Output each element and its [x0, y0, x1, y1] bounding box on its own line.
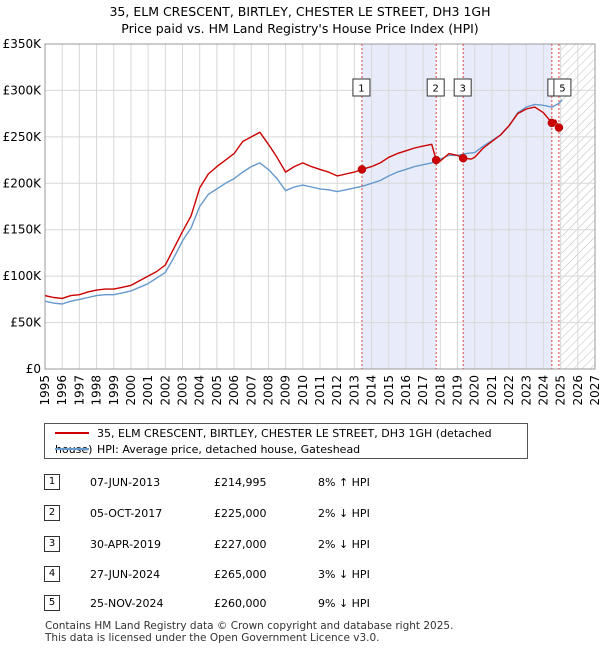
sale-point [547, 118, 557, 128]
x-tick-label: 2011 [313, 375, 327, 406]
x-tick-label: 1999 [107, 375, 121, 406]
x-tick-label: 2017 [416, 375, 430, 406]
footer-line-1: Contains HM Land Registry data © Crown c… [45, 620, 454, 632]
x-tick-label: 1995 [38, 375, 52, 406]
sale-price: £214,995 [214, 476, 267, 489]
y-tick-label: £250K [3, 130, 43, 144]
x-tick-label: 2024 [536, 375, 550, 406]
x-tick-label: 2003 [176, 375, 190, 406]
x-tick-label: 2015 [382, 375, 396, 406]
y-tick-label: £300K [3, 83, 43, 97]
x-tick-label: 2018 [433, 375, 447, 406]
series-line-property [45, 106, 563, 300]
sale-marker-label: 5 [559, 84, 565, 95]
price-chart: £0 £50K £100K £150K £200K £250K £300K £350K 1995… [3, 37, 600, 406]
x-tick-label: 2007 [244, 375, 258, 406]
x-tick-label: 2006 [227, 375, 241, 406]
chart-title: 35, ELM CRESCENT, BIRTLEY, CHESTER LE ST… [0, 3, 600, 37]
x-tick-label: 1998 [90, 375, 104, 406]
sale-hpi-diff: 8% ↑ HPI [318, 476, 370, 489]
x-tick-label: 2021 [485, 375, 499, 406]
legend-label-hpi: HPI: Average price, detached house, Gate… [97, 443, 361, 456]
legend-swatch-property [55, 432, 89, 434]
sale-number: 5 [44, 595, 60, 611]
sale-hpi-diff: 9% ↓ HPI [318, 597, 370, 610]
sale-marker-box [352, 78, 371, 97]
shaded-period [463, 44, 552, 369]
sale-date: 27-JUN-2024 [90, 568, 161, 581]
x-tick-label: 2002 [158, 375, 172, 406]
sale-marker: 3 [453, 78, 472, 97]
x-tick-label: 2004 [193, 375, 207, 406]
x-tick-label: 2027 [588, 375, 600, 406]
legend-item-property: 35, ELM CRESCENT, BIRTLEY, CHESTER LE ST… [55, 426, 527, 456]
sale-date: 05-OCT-2017 [90, 507, 163, 520]
y-tick-label: £150K [3, 223, 43, 237]
sale-price: £227,000 [214, 538, 267, 551]
x-tick-label: 2023 [519, 375, 533, 406]
sale-marker-label: 2 [433, 84, 439, 95]
sale-number: 4 [44, 566, 60, 582]
legend-label-property: 35, ELM CRESCENT, BIRTLEY, CHESTER LE ST… [55, 427, 492, 456]
sale-marker: 5 [553, 78, 572, 97]
title-line-1: 35, ELM CRESCENT, BIRTLEY, CHESTER LE ST… [109, 4, 491, 19]
sale-point [357, 165, 367, 174]
x-tick-label: 2001 [141, 375, 155, 406]
title-line-2: Price paid vs. HM Land Registry's House … [121, 21, 479, 36]
sale-number: 3 [44, 536, 60, 552]
sale-number: 1 [44, 474, 60, 490]
sale-marker-label: 3 [459, 84, 465, 95]
x-tick-label: 2012 [330, 375, 344, 406]
sale-date: 07-JUN-2013 [90, 476, 161, 489]
x-tick-label: 2019 [451, 375, 465, 406]
sale-marker-box [426, 78, 445, 97]
x-tick-label: 2008 [261, 375, 275, 406]
x-tick-label: 2010 [296, 375, 310, 406]
chart-legend: 35, ELM CRESCENT, BIRTLEY, CHESTER LE ST… [44, 423, 528, 459]
x-tick-label: 2005 [210, 375, 224, 406]
sale-marker-box [553, 78, 572, 97]
plot-frame [44, 43, 596, 370]
x-tick-label: 2000 [124, 375, 138, 406]
sale-price: £265,000 [214, 568, 267, 581]
footer: Contains HM Land Registry data © Crown c… [45, 620, 453, 644]
series-line-hpi [45, 99, 563, 305]
y-tick-label: £350K [3, 37, 43, 51]
sale-point [554, 123, 564, 132]
x-tick-label: 2022 [502, 375, 516, 406]
x-tick-label: 2020 [468, 375, 482, 406]
x-tick-label: 2009 [279, 375, 293, 406]
sale-point [431, 155, 441, 165]
footer-line-2: This data is licensed under the Open Gov… [45, 632, 380, 644]
sale-hpi-diff: 3% ↓ HPI [318, 568, 370, 581]
sale-number: 2 [44, 505, 60, 521]
sale-marker: 1 [352, 78, 371, 97]
y-tick-label: £200K [3, 176, 43, 190]
legend-swatch-hpi [55, 448, 89, 450]
sale-marker: 2 [426, 78, 445, 97]
y-tick-label: £50K [10, 316, 42, 330]
sale-hpi-diff: 2% ↓ HPI [318, 507, 370, 520]
x-tick-label: 2026 [571, 375, 585, 406]
sale-hpi-diff: 2% ↓ HPI [318, 538, 370, 551]
x-tick-label: 2013 [347, 375, 361, 406]
sale-price: £225,000 [214, 507, 267, 520]
sale-marker-label: 1 [358, 84, 364, 95]
sale-date: 30-APR-2019 [90, 538, 162, 551]
legend-item-hpi: HPI: Average price, detached house, Gate… [55, 442, 360, 458]
sale-date: 25-NOV-2024 [90, 597, 164, 610]
x-tick-label: 1997 [72, 375, 86, 406]
x-tick-label: 2016 [399, 375, 413, 406]
sale-marker-box [453, 78, 472, 97]
sale-point [458, 153, 468, 163]
y-tick-label: £100K [3, 269, 43, 283]
shaded-period [361, 44, 437, 369]
x-tick-label: 1996 [55, 375, 69, 406]
x-tick-label: 2014 [365, 375, 379, 406]
x-tick-label: 2025 [554, 375, 568, 406]
sale-price: £260,000 [214, 597, 267, 610]
y-tick-label: £0 [26, 362, 41, 376]
